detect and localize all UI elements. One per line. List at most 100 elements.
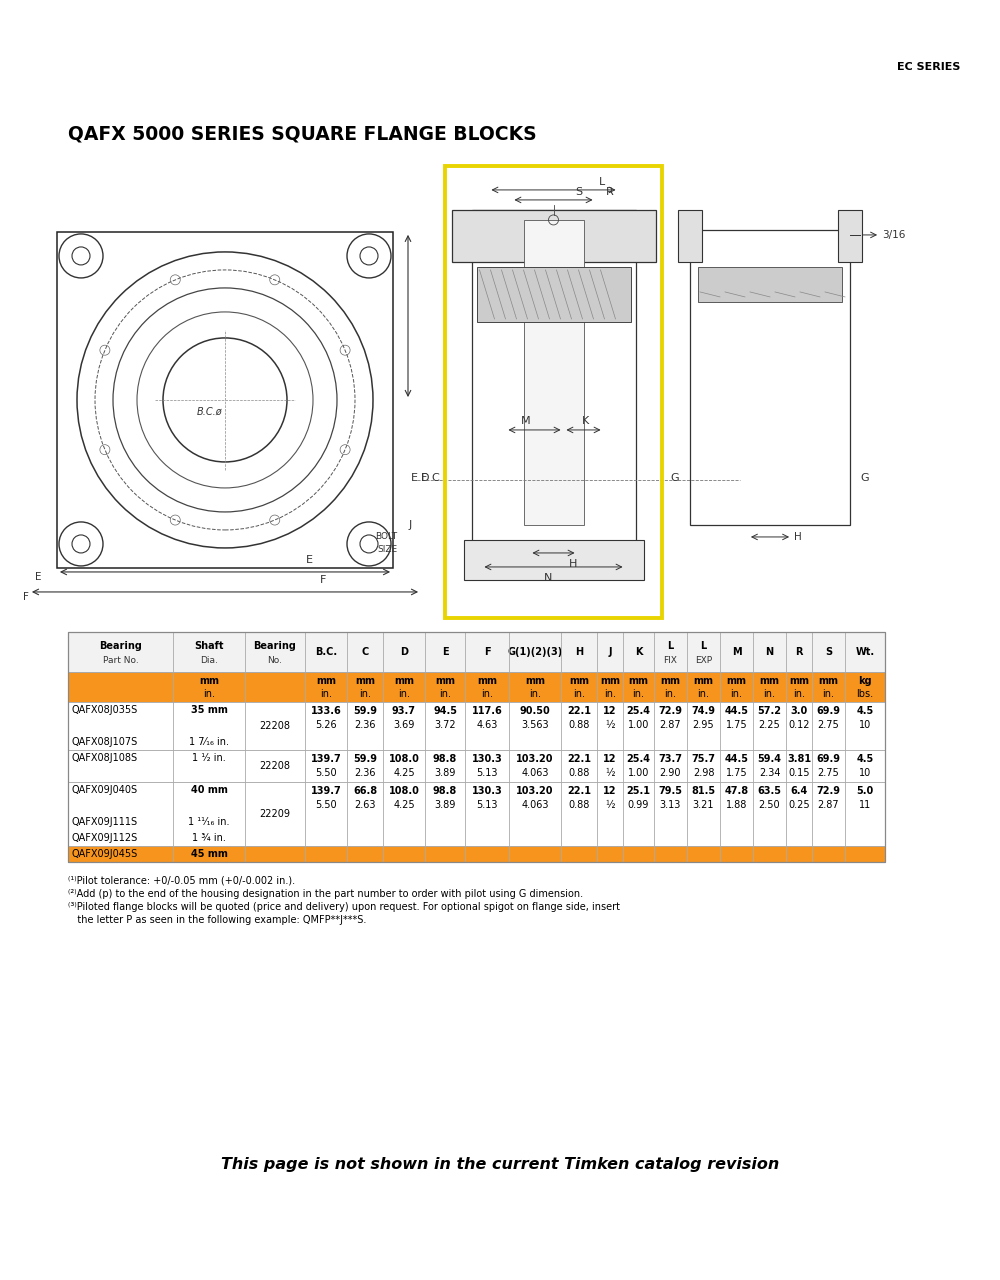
- Text: 73.7: 73.7: [658, 754, 682, 764]
- Text: 130.3: 130.3: [472, 786, 502, 796]
- Text: 4.5: 4.5: [856, 754, 874, 764]
- Text: C: C: [361, 646, 369, 657]
- Text: 40 mm: 40 mm: [191, 785, 227, 795]
- Text: QAFX09J045S: QAFX09J045S: [72, 849, 138, 859]
- Text: 117.6: 117.6: [472, 707, 502, 716]
- Text: 69.9: 69.9: [816, 707, 840, 716]
- Text: mm: mm: [694, 676, 714, 686]
- Text: 22.1: 22.1: [567, 707, 591, 716]
- Bar: [68, 632, 885, 672]
- Text: Bearing: Bearing: [254, 640, 296, 650]
- Text: FIX: FIX: [664, 657, 677, 666]
- Text: 3.69: 3.69: [393, 721, 415, 730]
- Text: This page is not shown in the current Timken catalog revision: This page is not shown in the current Ti…: [221, 1157, 779, 1172]
- Text: 3.0: 3.0: [790, 707, 808, 716]
- Text: 4.63: 4.63: [476, 721, 498, 730]
- Bar: [57, 232, 393, 568]
- Text: 139.7: 139.7: [311, 754, 341, 764]
- Text: 2.87: 2.87: [818, 800, 839, 810]
- Text: ½: ½: [605, 800, 615, 810]
- Text: E: E: [306, 556, 312, 564]
- Text: in.: in.: [481, 689, 493, 699]
- Text: mm: mm: [726, 676, 746, 686]
- Text: Shaft: Shaft: [194, 640, 224, 650]
- Text: 1 ¾ in.: 1 ¾ in.: [192, 833, 226, 844]
- Bar: [68, 750, 885, 782]
- Text: E: E: [411, 472, 418, 483]
- Text: 35 mm: 35 mm: [191, 705, 227, 716]
- Bar: [68, 701, 885, 750]
- Text: 0.15: 0.15: [788, 768, 810, 778]
- Text: 2.87: 2.87: [660, 721, 681, 730]
- Text: in.: in.: [633, 689, 644, 699]
- Text: 90.50: 90.50: [520, 707, 550, 716]
- Text: 22.1: 22.1: [567, 786, 591, 796]
- Text: in.: in.: [822, 689, 834, 699]
- Text: N: N: [765, 646, 774, 657]
- Text: 25.4: 25.4: [626, 707, 650, 716]
- Text: 10: 10: [859, 721, 871, 730]
- Text: 10: 10: [859, 768, 871, 778]
- Text: 5.26: 5.26: [315, 721, 337, 730]
- Text: 22.1: 22.1: [567, 754, 591, 764]
- Text: 3.563: 3.563: [521, 721, 549, 730]
- Text: QAFX09J112S: QAFX09J112S: [72, 833, 138, 844]
- Text: QAFX 5000 SERIES SQUARE FLANGE BLOCKS: QAFX 5000 SERIES SQUARE FLANGE BLOCKS: [68, 125, 537, 143]
- Text: K: K: [635, 646, 642, 657]
- Text: 108.0: 108.0: [389, 786, 419, 796]
- Text: 22208: 22208: [260, 762, 290, 771]
- Text: 57.2: 57.2: [758, 707, 782, 716]
- Text: mm: mm: [600, 676, 620, 686]
- Text: 3/16: 3/16: [882, 230, 905, 239]
- Text: 1.00: 1.00: [628, 768, 649, 778]
- Text: 93.7: 93.7: [392, 707, 416, 716]
- Text: E: E: [36, 572, 42, 582]
- Text: 72.9: 72.9: [658, 707, 682, 716]
- Text: 0.88: 0.88: [568, 800, 590, 810]
- Text: 2.75: 2.75: [818, 721, 839, 730]
- Text: 63.5: 63.5: [758, 786, 782, 796]
- Text: mm: mm: [660, 676, 680, 686]
- Text: 81.5: 81.5: [691, 786, 716, 796]
- Text: 2.34: 2.34: [759, 768, 780, 778]
- Text: D: D: [400, 646, 408, 657]
- Text: 2.90: 2.90: [660, 768, 681, 778]
- Text: 12: 12: [603, 786, 617, 796]
- Text: 1.75: 1.75: [726, 768, 747, 778]
- Text: 5.0: 5.0: [856, 786, 874, 796]
- Text: 59.9: 59.9: [353, 707, 377, 716]
- Text: 103.20: 103.20: [516, 786, 554, 796]
- Text: C: C: [431, 472, 439, 483]
- Text: H: H: [794, 532, 802, 541]
- Text: mm: mm: [525, 676, 545, 686]
- Text: SIZE: SIZE: [377, 545, 397, 554]
- Text: in.: in.: [439, 689, 451, 699]
- Text: 0.99: 0.99: [628, 800, 649, 810]
- Text: G: G: [860, 472, 869, 483]
- Text: QAFX09J040S: QAFX09J040S: [72, 785, 138, 795]
- Text: M: M: [521, 416, 530, 426]
- Bar: [68, 672, 885, 701]
- Text: in.: in.: [398, 689, 410, 699]
- Text: 133.6: 133.6: [311, 707, 341, 716]
- Text: ⁽¹⁾Pilot tolerance: +0/-0.05 mm (+0/-0.002 in.).: ⁽¹⁾Pilot tolerance: +0/-0.05 mm (+0/-0.0…: [68, 876, 295, 886]
- Text: F: F: [23, 591, 29, 602]
- Text: 103.20: 103.20: [516, 754, 554, 764]
- Text: B.C.ø: B.C.ø: [197, 407, 223, 417]
- Text: 2.75: 2.75: [818, 768, 839, 778]
- Text: 3.72: 3.72: [434, 721, 456, 730]
- Text: 5.50: 5.50: [315, 800, 337, 810]
- Text: 69.9: 69.9: [816, 754, 840, 764]
- Text: 4.25: 4.25: [393, 768, 415, 778]
- Bar: [690, 230, 850, 525]
- Text: 44.5: 44.5: [724, 707, 748, 716]
- Text: L: L: [700, 640, 707, 650]
- Text: in.: in.: [793, 689, 805, 699]
- Text: 98.8: 98.8: [433, 786, 457, 796]
- Text: mm: mm: [569, 676, 589, 686]
- Text: 66.8: 66.8: [353, 786, 377, 796]
- Text: BOLT: BOLT: [375, 532, 397, 541]
- Text: G(1)(2)(3): G(1)(2)(3): [507, 646, 563, 657]
- Text: lbs.: lbs.: [856, 689, 874, 699]
- Bar: [678, 210, 702, 262]
